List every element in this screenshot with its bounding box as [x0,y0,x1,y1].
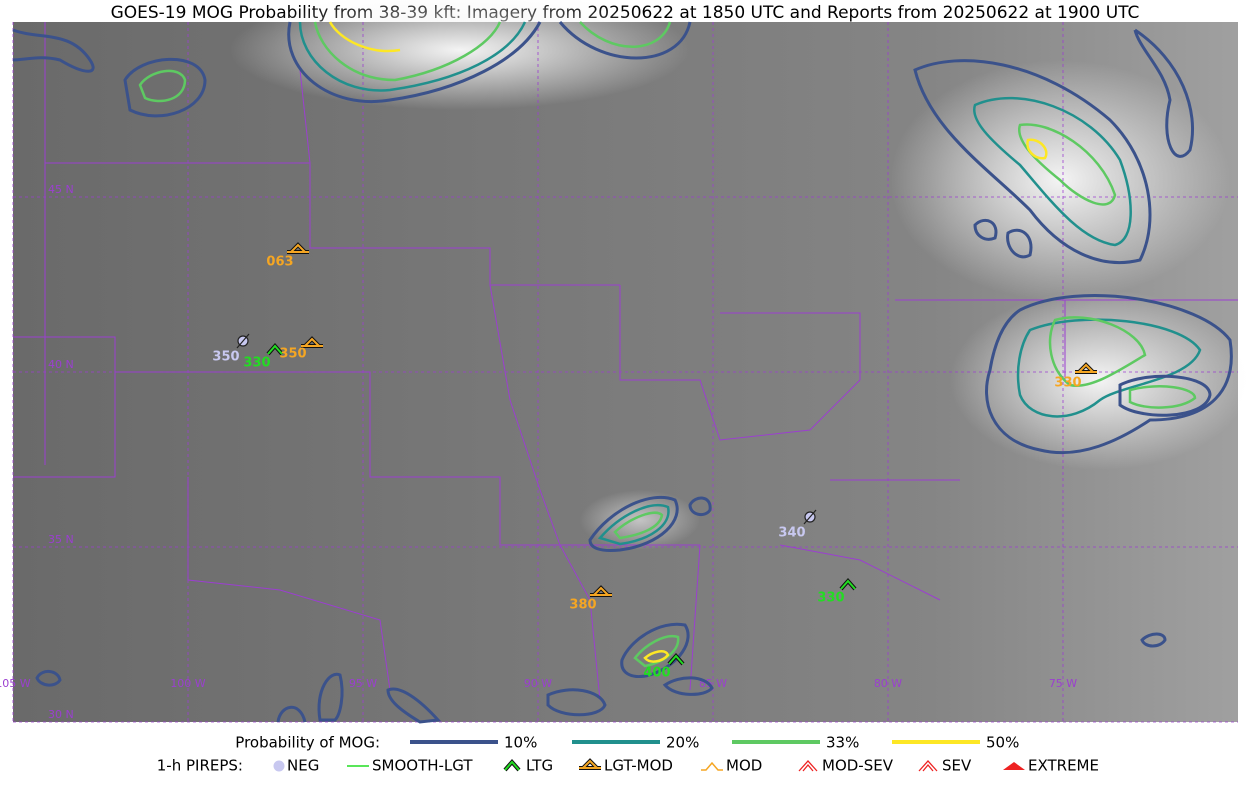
longitude-label: 90 W [524,677,552,690]
legend-item: MOD [701,757,762,775]
latitude-label: 30 N [48,708,74,721]
pirep: 400 [643,652,685,681]
extreme-symbol [1003,762,1025,770]
legend-item: SMOOTH-LGT [347,757,473,775]
ltg-symbol [668,654,684,665]
lgt-mod-symbol [590,586,612,596]
sev-symbol [918,760,938,772]
latitude-label: 40 N [48,358,74,371]
probability-contours [12,21,1233,724]
latitude-label: 35 N [48,533,74,546]
flight-level: 380 [569,598,596,613]
legend-label: 20% [666,734,699,752]
pirep: 380 [569,585,612,613]
ltg-symbol [504,760,520,771]
state-borders [13,22,1238,701]
neg-slash [236,333,250,349]
legend-label: MOD [726,757,762,775]
flight-level: 350 [212,350,239,365]
flight-level: 350 [279,347,306,362]
legend-item: LGT-MOD [579,757,673,775]
lgt-mod-symbol [579,759,601,769]
mod-symbol [701,761,723,771]
lgt-mod-symbol [287,243,309,253]
pirep: 330 [1054,362,1097,391]
flight-level: 330 [817,591,844,606]
ltg-symbol [267,344,283,355]
pirep: 330 [243,342,284,371]
pirep: 063 [266,242,309,270]
flight-level: 063 [266,255,293,270]
legend: Probability of MOG: 10% 20% 33% 50% 1-h PIREP… [157,734,1099,775]
lgt-mod-symbol [1075,363,1097,373]
pirep: 330 [817,577,857,606]
legend-label: SEV [942,757,972,775]
sev-symbol [798,760,818,772]
legend-item: MOD-SEV [798,757,894,775]
flight-level: 340 [778,526,805,541]
pirep: 340 [778,509,817,541]
neg-slash [803,509,817,525]
legend-label: NEG [287,757,319,775]
latitude-label: 45 N [48,183,74,196]
legend-label: 33% [826,734,859,752]
longitude-label: 75 W [1049,677,1077,690]
legend-label: LTG [526,757,553,775]
lgt-mod-symbol [301,337,323,347]
legend-item: EXTREME [1003,757,1099,775]
neg-symbol [273,760,285,772]
legend-label: 10% [504,734,537,752]
legend-label: LGT-MOD [604,757,673,775]
legend-title: 1-h PIREPS: [157,757,243,775]
pirep: 350 [212,333,250,365]
pirep: 350 [279,336,323,362]
flight-level: 330 [1054,376,1081,391]
cloud [580,490,700,550]
pireps: 063 350 330 350 340 380 330 400 330 [212,242,1097,681]
flight-level: 330 [243,356,270,371]
legend-item: LTG [503,757,553,775]
legend-title: Probability of MOG: [235,734,380,752]
legend-item: NEG [273,757,319,775]
ltg-symbol [840,579,856,590]
longitude-label: 105 W [0,677,31,690]
legend-label: 50% [986,734,1019,752]
legend-label: SMOOTH-LGT [372,757,473,775]
legend-label: MOD-SEV [822,757,894,775]
legend-label: EXTREME [1028,757,1099,775]
longitude-label: 80 W [874,677,902,690]
longitude-label: 95 W [349,677,377,690]
longitude-label: 100 W [170,677,205,690]
legend-item: SEV [918,757,972,775]
flight-level: 400 [643,666,670,681]
